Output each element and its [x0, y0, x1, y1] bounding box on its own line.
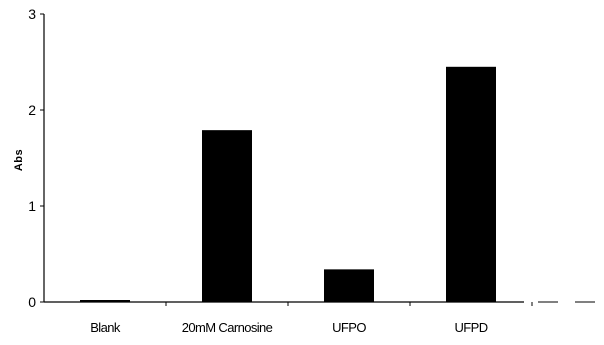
bars: [80, 66, 496, 302]
x-category-label: UFPO: [332, 320, 366, 335]
bar-ufpd: [446, 66, 496, 302]
x-category-label: 20mM Carnosine: [182, 320, 273, 335]
labels: 0 1 2 3 Blank 20mM Carnosine UFPO UFPD: [28, 6, 488, 335]
y-tick-label: 1: [28, 198, 36, 214]
x-category-label: Blank: [90, 320, 121, 335]
bar-ufpo: [324, 269, 374, 302]
y-tick-label: 0: [28, 294, 36, 310]
y-axis-title: Abs: [13, 149, 25, 171]
x-category-label: UFPD: [455, 320, 488, 335]
y-tick-label: 3: [28, 6, 36, 22]
bar-20mm-carnosine: [202, 130, 252, 302]
bar-blank: [80, 300, 130, 302]
axes: [40, 13, 595, 306]
y-tick-label: 2: [28, 102, 36, 118]
